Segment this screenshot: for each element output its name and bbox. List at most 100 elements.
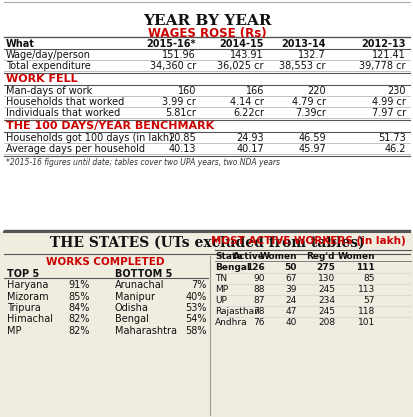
Text: WORK FELL: WORK FELL <box>6 74 78 84</box>
Text: 36,025 cr: 36,025 cr <box>217 61 263 71</box>
Text: 34,360 cr: 34,360 cr <box>150 61 195 71</box>
Text: Wage/day/person: Wage/day/person <box>6 50 91 60</box>
Text: Haryana: Haryana <box>7 280 48 290</box>
Text: 126: 126 <box>246 263 264 272</box>
Text: 245: 245 <box>317 285 334 294</box>
Text: 143.91: 143.91 <box>230 50 263 60</box>
Text: 121.41: 121.41 <box>371 50 405 60</box>
Text: 24: 24 <box>285 296 296 305</box>
Text: 118: 118 <box>357 307 374 316</box>
Text: State: State <box>214 252 242 261</box>
Text: 4.14 cr: 4.14 cr <box>230 97 263 107</box>
Text: 3.99 cr: 3.99 cr <box>162 97 195 107</box>
Text: Arunachal: Arunachal <box>115 280 164 290</box>
Text: 132.7: 132.7 <box>297 50 325 60</box>
Text: Man-days of work: Man-days of work <box>6 86 92 96</box>
Text: 58%: 58% <box>185 326 206 336</box>
Text: Women: Women <box>259 252 296 261</box>
Text: 4.99 cr: 4.99 cr <box>371 97 405 107</box>
Text: 91%: 91% <box>69 280 90 290</box>
Text: 275: 275 <box>316 263 334 272</box>
Text: Andhra: Andhra <box>214 318 247 327</box>
Text: 2014-15: 2014-15 <box>219 39 263 49</box>
Text: 45.97: 45.97 <box>297 144 325 154</box>
Text: WAGES ROSE (Rs): WAGES ROSE (Rs) <box>147 27 266 40</box>
Text: Bengal: Bengal <box>115 314 149 324</box>
Text: Reg'd: Reg'd <box>306 252 334 261</box>
Text: 82%: 82% <box>68 314 90 324</box>
Text: 2013-14: 2013-14 <box>281 39 325 49</box>
Text: 40%: 40% <box>185 291 206 301</box>
Bar <box>0 232 413 417</box>
Text: Individuals that worked: Individuals that worked <box>6 108 120 118</box>
Text: 151.96: 151.96 <box>162 50 195 60</box>
Text: MOST ACTIVE WORKERS (in lakh): MOST ACTIVE WORKERS (in lakh) <box>210 236 404 246</box>
Text: 5.81cr: 5.81cr <box>165 108 195 118</box>
Text: 234: 234 <box>317 296 334 305</box>
Text: Households that worked: Households that worked <box>6 97 124 107</box>
Text: 230: 230 <box>387 86 405 96</box>
Text: 40.17: 40.17 <box>236 144 263 154</box>
Text: Average days per household: Average days per household <box>6 144 145 154</box>
Text: 2012-13: 2012-13 <box>361 39 405 49</box>
Text: Women: Women <box>337 252 374 261</box>
Text: 39,778 cr: 39,778 cr <box>358 61 405 71</box>
Text: Maharashtra: Maharashtra <box>115 326 177 336</box>
Text: Active: Active <box>233 252 264 261</box>
Text: 7%: 7% <box>191 280 206 290</box>
Text: Total expenditure: Total expenditure <box>6 61 90 71</box>
Text: 84%: 84% <box>69 303 90 313</box>
Text: 57: 57 <box>363 296 374 305</box>
Text: MP: MP <box>7 326 21 336</box>
Text: BOTTOM 5: BOTTOM 5 <box>115 269 172 279</box>
Text: 101: 101 <box>357 318 374 327</box>
Text: Odisha: Odisha <box>115 303 149 313</box>
Text: 130: 130 <box>317 274 334 283</box>
Text: *2015-16 figures until date; tables cover two UPA years, two NDA years: *2015-16 figures until date; tables cove… <box>6 158 279 167</box>
Text: 46.59: 46.59 <box>298 133 325 143</box>
Text: 53%: 53% <box>185 303 206 313</box>
Text: 6.22cr: 6.22cr <box>233 108 263 118</box>
Text: Manipur: Manipur <box>115 291 154 301</box>
Text: 51.73: 51.73 <box>377 133 405 143</box>
Text: THE 100 DAYS/YEAR BENCHMARK: THE 100 DAYS/YEAR BENCHMARK <box>6 121 214 131</box>
Text: MP: MP <box>214 285 228 294</box>
Text: 220: 220 <box>306 86 325 96</box>
Text: 7.97 cr: 7.97 cr <box>371 108 405 118</box>
Text: 82%: 82% <box>68 326 90 336</box>
Text: TOP 5: TOP 5 <box>7 269 39 279</box>
Text: Bengal: Bengal <box>214 263 249 272</box>
Text: 40: 40 <box>285 318 296 327</box>
Text: 76: 76 <box>253 318 264 327</box>
Text: 208: 208 <box>317 318 334 327</box>
Text: Rajasthan: Rajasthan <box>214 307 259 316</box>
Text: 85%: 85% <box>68 291 90 301</box>
Text: UP: UP <box>214 296 226 305</box>
Text: 4.79 cr: 4.79 cr <box>291 97 325 107</box>
Text: 113: 113 <box>357 285 374 294</box>
Text: 40.13: 40.13 <box>168 144 195 154</box>
Text: WORKS COMPLETED: WORKS COMPLETED <box>46 257 164 267</box>
Text: 85: 85 <box>363 274 374 283</box>
Text: TN: TN <box>214 274 227 283</box>
Text: 111: 111 <box>356 263 374 272</box>
Text: 90: 90 <box>253 274 264 283</box>
Text: 7.39cr: 7.39cr <box>294 108 325 118</box>
Text: 67: 67 <box>285 274 296 283</box>
Text: 38,553 cr: 38,553 cr <box>279 61 325 71</box>
Text: 24.93: 24.93 <box>236 133 263 143</box>
Text: 160: 160 <box>177 86 195 96</box>
Text: 78: 78 <box>253 307 264 316</box>
Text: 166: 166 <box>245 86 263 96</box>
Text: 50: 50 <box>284 263 296 272</box>
Text: 39: 39 <box>285 285 296 294</box>
Text: Households got 100 days (in lakh): Households got 100 days (in lakh) <box>6 133 173 143</box>
Text: 87: 87 <box>253 296 264 305</box>
Text: 2015-16*: 2015-16* <box>146 39 195 49</box>
Text: 20.85: 20.85 <box>168 133 195 143</box>
Text: 47: 47 <box>285 307 296 316</box>
Text: 54%: 54% <box>185 314 206 324</box>
Text: Tripura: Tripura <box>7 303 40 313</box>
Text: 88: 88 <box>253 285 264 294</box>
Text: Himachal: Himachal <box>7 314 53 324</box>
